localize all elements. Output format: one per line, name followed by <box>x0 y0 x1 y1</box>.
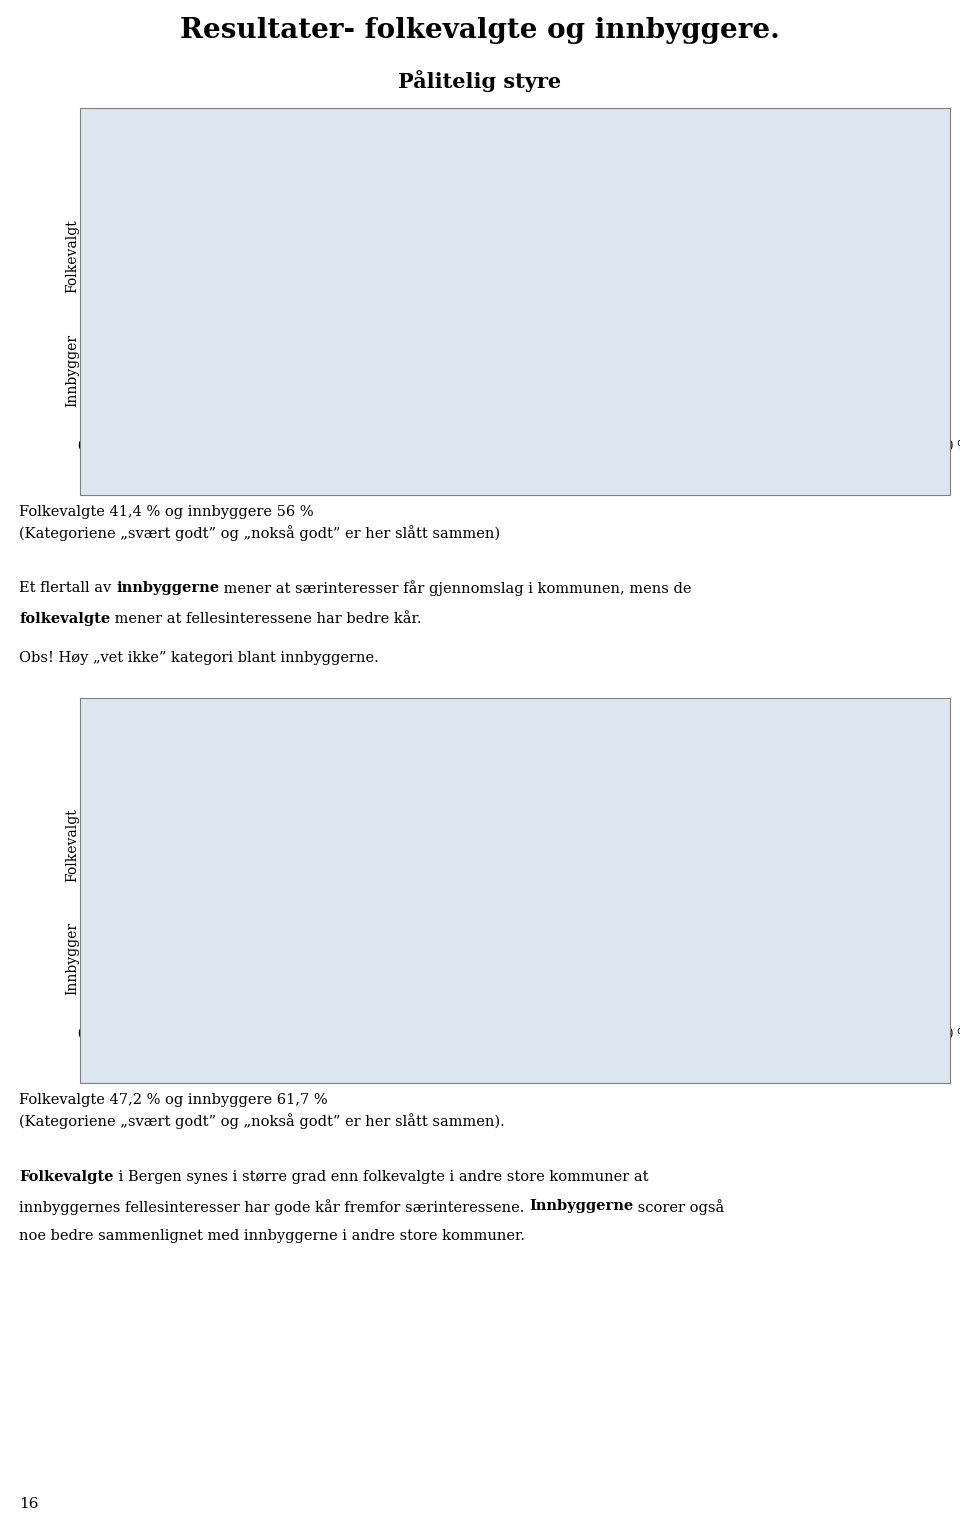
Bar <box>89 234 208 278</box>
Text: i Bergen synes i større grad enn folkevalgte i andre store kommuner at: i Bergen synes i større grad enn folkeva… <box>113 1170 648 1183</box>
Text: Folkevalgte: Folkevalgte <box>19 1170 113 1183</box>
Legend: 4 - Passer svært godt, 3 - Passer nokså godt, 2 - Passer nokså dårlig, 1 - Passe: 4 - Passer svært godt, 3 - Passer nokså … <box>202 452 828 476</box>
Text: 5,6 %: 5,6 % <box>905 364 947 376</box>
Text: 35,4 %: 35,4 % <box>319 839 369 853</box>
Bar <box>571 349 901 391</box>
Text: 17,3 %: 17,3 % <box>139 364 189 376</box>
Text: 11,6 %: 11,6 % <box>875 839 924 853</box>
Text: 38,7 %: 38,7 % <box>380 364 430 376</box>
Text: Obs! Høy „vet ikke” kategori blant innbyggerne.: Obs! Høy „vet ikke” kategori blant innby… <box>19 651 379 664</box>
Text: scorer også: scorer også <box>634 1200 725 1215</box>
Bar <box>238 349 571 391</box>
Text: Her i kommunen er det særinteresser som får gjennomslag, ikke
innbyggernes felle: Her i kommunen er det særinteresser som … <box>225 130 805 170</box>
Text: 12,1 %: 12,1 % <box>874 249 924 262</box>
Text: 13,8 %: 13,8 % <box>124 249 174 262</box>
Text: innbyggernes fellesinteresser har gode kår fremfor særinteressene.: innbyggernes fellesinteresser har gode k… <box>19 1200 529 1215</box>
Text: folkevalgte: folkevalgte <box>19 611 110 627</box>
Text: Resultater- folkevalgte og innbyggere.: Resultater- folkevalgte og innbyggere. <box>180 18 780 44</box>
Bar <box>89 824 191 866</box>
Text: Pålitelig styre: Pålitelig styre <box>398 70 562 93</box>
Text: Folkevalgte 47,2 % og innbyggere 61,7 %
(Kategoriene „svært godt” og „nokså godt: Folkevalgte 47,2 % og innbyggere 61,7 % … <box>19 1094 505 1129</box>
Text: mener at særinteresser får gjennomslag i kommunen, mens de: mener at særinteresser får gjennomslag i… <box>219 581 692 596</box>
Bar <box>270 938 620 980</box>
Text: 40,8 %: 40,8 % <box>420 953 469 965</box>
Bar <box>620 938 873 980</box>
Text: 46,6 %: 46,6 % <box>621 249 671 262</box>
Bar <box>847 234 950 278</box>
Text: 27,6 %: 27,6 % <box>302 249 352 262</box>
Bar <box>901 349 950 391</box>
Text: Innbyggerne: Innbyggerne <box>529 1200 634 1214</box>
Bar <box>850 824 949 866</box>
Text: Et flertall av: Et flertall av <box>19 581 116 595</box>
Text: 9,0 %: 9,0 % <box>891 953 931 965</box>
Text: Folkevalgte 41,4 % og innbyggere 56 %
(Kategoriene „svært godt” og „nokså godt” : Folkevalgte 41,4 % og innbyggere 56 % (K… <box>19 505 500 542</box>
Bar <box>445 234 847 278</box>
Bar <box>89 349 238 391</box>
Bar <box>873 938 950 980</box>
Bar <box>495 824 850 866</box>
Text: 11,8 %: 11,8 % <box>115 839 165 853</box>
Text: 41,1 %: 41,1 % <box>648 839 697 853</box>
Text: innbyggerne: innbyggerne <box>116 581 219 595</box>
Text: 38,4 %: 38,4 % <box>712 364 761 376</box>
Bar <box>208 234 445 278</box>
Legend: 4 - Passer svært godt, 3 - Passer nokså godt, 2 - Passer nokså dårlig, 1 - Passe: 4 - Passer svært godt, 3 - Passer nokså … <box>202 1039 828 1063</box>
Text: noe bedre sammenlignet med innbyggerne i andre store kommuner.: noe bedre sammenlignet med innbyggerne i… <box>19 1229 525 1244</box>
Text: 29,3 %: 29,3 % <box>722 953 771 965</box>
Text: Her i kommunen er det særinteresser som får gjennomslag,
ikke innbyggernes felle: Her i kommunen er det særinteresser som … <box>246 721 784 760</box>
Text: 16: 16 <box>19 1496 38 1511</box>
Text: mener at fellesinteressene har bedre kår.: mener at fellesinteressene har bedre kår… <box>110 611 422 627</box>
Bar <box>89 938 270 980</box>
Text: 20,9 %: 20,9 % <box>155 953 204 965</box>
Bar <box>191 824 495 866</box>
